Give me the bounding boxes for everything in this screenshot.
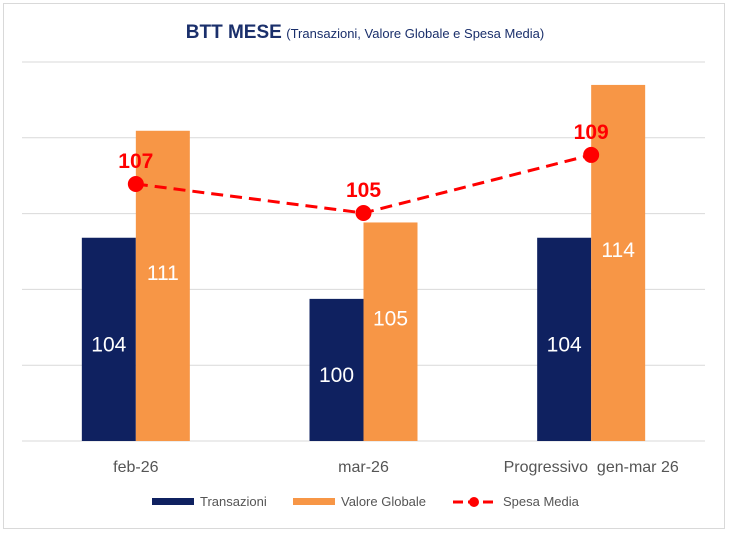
chart-title: BTT MESE (Transazioni, Valore Globale e …: [0, 22, 730, 44]
data-label: 105: [373, 308, 408, 331]
bar-transazioni: [81, 237, 136, 441]
data-label-spesa-media: 107: [118, 150, 153, 173]
x-tick-label: Progressivo gen-mar 26: [504, 459, 679, 476]
bar-transazioni: [537, 237, 592, 441]
legend-label: Valore Globale: [341, 494, 427, 509]
chart-frame: [3, 3, 725, 529]
legend-swatch-transazioni: [152, 498, 194, 505]
data-label: 114: [601, 239, 635, 262]
legend-marker-spesa-media: [453, 496, 495, 507]
data-label: 104: [547, 333, 582, 356]
data-label: 104: [91, 333, 126, 356]
data-label: 111: [147, 262, 179, 285]
legend-item-transazioni: Transazioni: [152, 494, 267, 509]
x-tick-label: feb-26: [113, 459, 158, 476]
data-label-spesa-media: 109: [574, 121, 609, 144]
legend-swatch-valore-globale: [293, 498, 335, 505]
data-label: 100: [319, 364, 354, 387]
bar-valore-globale: [591, 84, 646, 441]
legend-item-valore-globale: Valore Globale: [293, 494, 426, 509]
title-main: BTT MESE: [185, 22, 282, 43]
point-spesa-media: [583, 146, 600, 163]
title-subtitle: (Transazioni, Valore Globale e Spesa Med…: [286, 26, 545, 41]
bar-transazioni: [309, 298, 364, 441]
data-label-spesa-media: 105: [346, 179, 381, 202]
legend-label: Spesa Media: [503, 494, 579, 509]
legend-label: Transazioni: [200, 494, 267, 509]
legend-item-spesa-media: Spesa Media: [453, 494, 579, 509]
bar-valore-globale: [363, 222, 418, 441]
point-spesa-media: [355, 205, 372, 222]
bar-valore-globale: [135, 130, 190, 442]
point-spesa-media: [127, 175, 144, 192]
x-tick-label: mar-26: [338, 459, 389, 476]
